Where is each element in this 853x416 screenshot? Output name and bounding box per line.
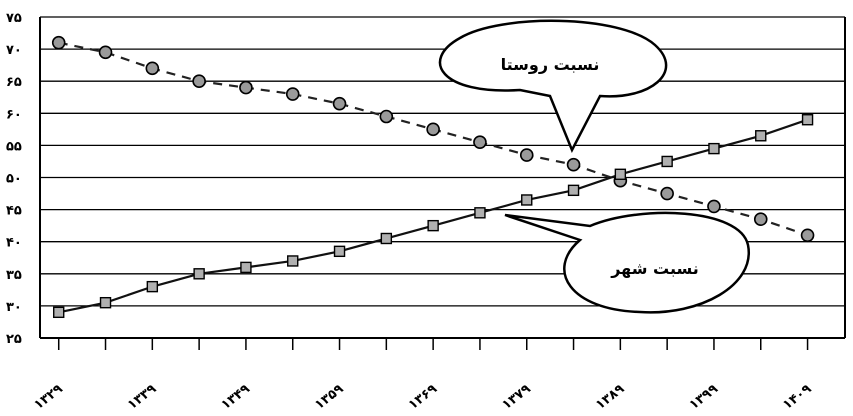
x-tick-label: ۱۳۲۹ [31, 382, 65, 413]
x-tick-label: ۱۳۸۹ [593, 382, 627, 413]
y-tick-label: ۵۰ [6, 172, 22, 187]
y-tick-label: ۵۵ [6, 139, 22, 154]
x-tick-label: ۱۳۵۹ [312, 382, 346, 413]
urban-data-point [755, 130, 767, 142]
rural-data-point [660, 186, 674, 201]
rural-data-point [98, 45, 113, 60]
y-tick-label: ۳۵ [6, 268, 22, 283]
axes: ۲۵ ۳۰ ۳۵ ۴۰ ۴۵ ۵۰ ۵۵ ۶۰ ۶۵ ۷۰ ۷۵ ۱۳۲۹ ۱۳۳۹ ۱۳۴۹ ۱۳۵۹ ۱۳… [6, 11, 846, 413]
rural-callout-bubble [438, 19, 668, 153]
rural-callout-label: نسبت روستا [501, 55, 600, 74]
y-tick-label: ۶۵ [6, 75, 22, 90]
urban-data-point [567, 184, 580, 197]
rural-data-point [239, 80, 253, 95]
rural-data-point [800, 228, 815, 243]
urban-data-point [521, 194, 533, 206]
rural-series-line [58, 41, 808, 237]
y-tick-label: ۷۰ [6, 43, 22, 58]
x-tick-label: ۱۳۳۹ [125, 382, 159, 413]
y-tick-label: ۴۵ [6, 204, 22, 219]
urban-data-point [380, 232, 393, 245]
y-tick-label: ۷۵ [6, 11, 22, 26]
rural-data-point [707, 199, 721, 214]
urban-data-point [474, 207, 486, 219]
rural-data-point [519, 148, 534, 162]
rural-data-point [379, 109, 394, 124]
y-tick-label: ۲۵ [6, 332, 22, 347]
urban-data-point [614, 168, 627, 180]
rural-data-point [285, 87, 300, 101]
urban-data-point [661, 155, 673, 168]
y-tick-label: ۴۰ [6, 236, 22, 251]
x-tick-label: ۱۴۰۹ [780, 382, 814, 413]
y-tick-label: ۳۰ [6, 300, 22, 315]
urban-data-point [801, 114, 814, 126]
rural-data-point [753, 212, 768, 227]
urban-data-point [287, 255, 299, 267]
urban-data-point [193, 268, 205, 280]
urban-data-point [333, 245, 346, 258]
urban-data-point [99, 296, 112, 309]
urban-data-point [53, 306, 65, 319]
rural-data-point [566, 157, 581, 172]
data-points [51, 35, 815, 319]
x-tick-label: ۱۳۶۹ [406, 382, 440, 413]
grid-lines [40, 16, 845, 339]
rural-data-point [145, 61, 160, 76]
urban-callout: نسبت شهر [504, 211, 750, 314]
x-tick-label: ۱۳۷۹ [499, 382, 533, 413]
y-tick-label: ۶۰ [6, 107, 22, 122]
rural-data-point [332, 96, 347, 111]
rural-data-point [51, 35, 66, 50]
urban-data-point [427, 219, 439, 232]
x-tick-label: ۱۳۴۹ [219, 382, 253, 413]
rural-data-point [473, 135, 487, 149]
urban-data-point [708, 142, 720, 155]
rural-callout: نسبت روستا [438, 19, 668, 153]
x-tick-label: ۱۳۹۹ [687, 382, 721, 413]
rural-data-point [192, 74, 206, 88]
rural-data-point [426, 122, 440, 137]
urban-callout-bubble [504, 211, 750, 314]
urban-data-point [240, 261, 252, 274]
urban-data-point [146, 280, 159, 293]
urban-callout-label: نسبت شهر [610, 259, 699, 278]
